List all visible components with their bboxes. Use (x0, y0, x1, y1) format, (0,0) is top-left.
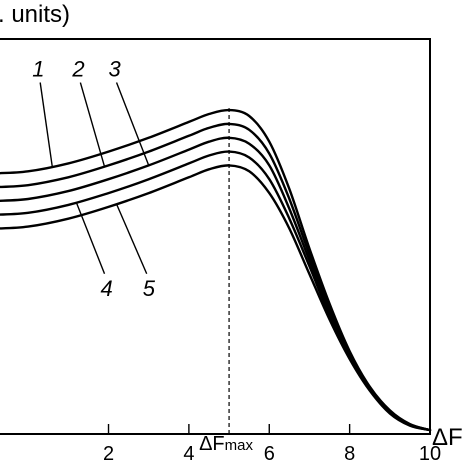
x-tick-label-4: 4 (183, 443, 194, 465)
leader-5 (117, 204, 147, 274)
curve-labels: 1 2 34 5 (32, 57, 156, 301)
delta-f-max-symbol: ΔF (199, 433, 225, 455)
curves (0, 110, 430, 430)
x-tick-label-2: 2 (103, 443, 114, 465)
x-axis-label: ΔF (432, 424, 463, 451)
curve-label-3: 3 (109, 57, 122, 82)
leader-1 (40, 83, 52, 167)
delta-f-max-subscript: max (225, 437, 254, 454)
curve-label-2: 2 (71, 57, 84, 82)
x-tick-label-8: 8 (344, 443, 355, 465)
delta-f-max-label: ΔFmax (199, 433, 253, 455)
curve-leaders (40, 83, 149, 274)
curve-label-4: 4 (101, 276, 113, 301)
curve-label-1: 1 (32, 57, 44, 82)
plot-frame (0, 39, 430, 434)
x-tick-label-6: 6 (264, 443, 275, 465)
leader-2 (80, 83, 104, 167)
leader-3 (117, 83, 149, 166)
x-ticks: 2 4 6 8 10 (103, 424, 441, 465)
y-axis-label: . units) (0, 1, 70, 28)
curve-4 (0, 152, 430, 431)
curve-label-5: 5 (143, 276, 156, 301)
